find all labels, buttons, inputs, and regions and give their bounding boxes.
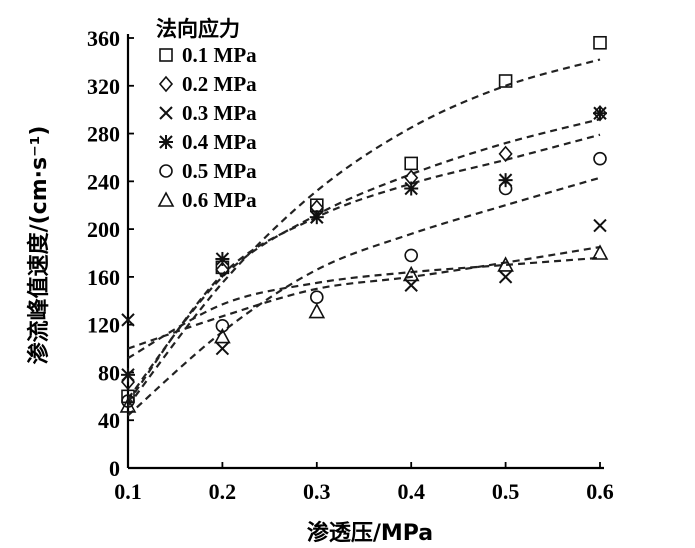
legend-title: 法向应力 [156,17,240,41]
data-point-series-4 [121,367,135,382]
legend-label-series-2: 0.2 MPa [182,72,257,96]
y-tick-label: 160 [87,265,120,290]
data-point-series-5 [593,151,607,166]
data-point-series-5 [498,181,513,196]
x-tick-label: 0.4 [397,479,425,504]
data-point-series-3 [593,218,607,233]
data-point-series-1 [121,389,135,404]
data-point-series-6 [497,256,514,272]
legend-label-series-4: 0.4 MPa [182,130,257,154]
data-point-series-2 [215,261,230,278]
legend-label-series-5: 0.5 MPa [182,159,257,183]
axes [126,34,604,470]
legend-label-series-6: 0.6 MPa [182,188,257,212]
y-tick-label: 40 [98,408,120,433]
x-axis-title: 渗透压/MPa [307,520,433,546]
data-point-series-5 [404,248,419,263]
x-tick-label: 0.2 [209,479,237,504]
x-ticks: 0.1 0.2 0.3 0.4 0.5 0.6 [114,462,614,504]
data-markers [119,35,609,413]
data-point-series-3 [121,313,135,327]
x-tick-label: 0.5 [492,479,520,504]
data-point-series-1 [593,35,607,50]
fit-line-series-3 [127,245,601,350]
data-point-series-5 [121,394,135,408]
legend-marker-series-1 [159,48,173,62]
data-point-series-6 [308,302,326,319]
x-tick-label: 0.1 [114,479,142,504]
data-point-series-6 [119,397,137,413]
legend-marker-series-4 [159,135,173,149]
data-point-series-4 [215,251,230,266]
data-point-series-3 [498,270,513,284]
y-axis-title: 渗流峰值速度/(cm·s⁻¹) [26,126,52,365]
fit-line-series-5 [127,176,601,417]
data-point-series-1 [498,74,513,88]
y-tick-label: 360 [87,26,120,51]
y-tick-label: 240 [87,169,120,194]
y-ticks: 0 40 80 120 160 200 240 280 320 360 [87,26,134,481]
y-tick-label: 200 [87,217,120,242]
data-point-series-4 [593,106,607,121]
fit-line-series-1 [127,58,601,407]
y-tick-label: 320 [87,74,120,99]
legend: 法向应力 0.1 MPa 0.2 MPa 0.3 MPa 0.4 MPa 0.5 MPa… [156,17,257,212]
x-tick-label: 0.3 [303,479,331,504]
y-tick-label: 280 [87,122,120,147]
data-point-series-5 [215,319,230,333]
data-point-series-1 [404,156,419,171]
y-tick-label: 0 [109,456,120,481]
data-point-series-5 [309,290,324,304]
data-point-series-4 [309,210,324,225]
data-point-series-6 [402,265,420,282]
data-point-series-6 [591,244,609,260]
data-point-series-3 [215,341,230,356]
legend-marker-series-5 [159,164,173,178]
data-point-series-6 [214,327,231,344]
legend-marker-series-2 [158,75,174,93]
legend-marker-series-3 [159,106,173,120]
data-point-series-2 [498,145,513,163]
fit-line-series-6 [127,256,601,360]
legend-marker-series-6 [157,191,175,207]
legend-label-series-3: 0.3 MPa [182,101,257,125]
data-point-series-4 [404,181,419,196]
legend-label-series-1: 0.1 MPa [182,43,257,67]
fit-line-series-2 [127,118,601,400]
y-tick-label: 80 [98,360,120,385]
y-tick-label: 120 [87,313,120,338]
x-tick-label: 0.6 [586,479,614,504]
